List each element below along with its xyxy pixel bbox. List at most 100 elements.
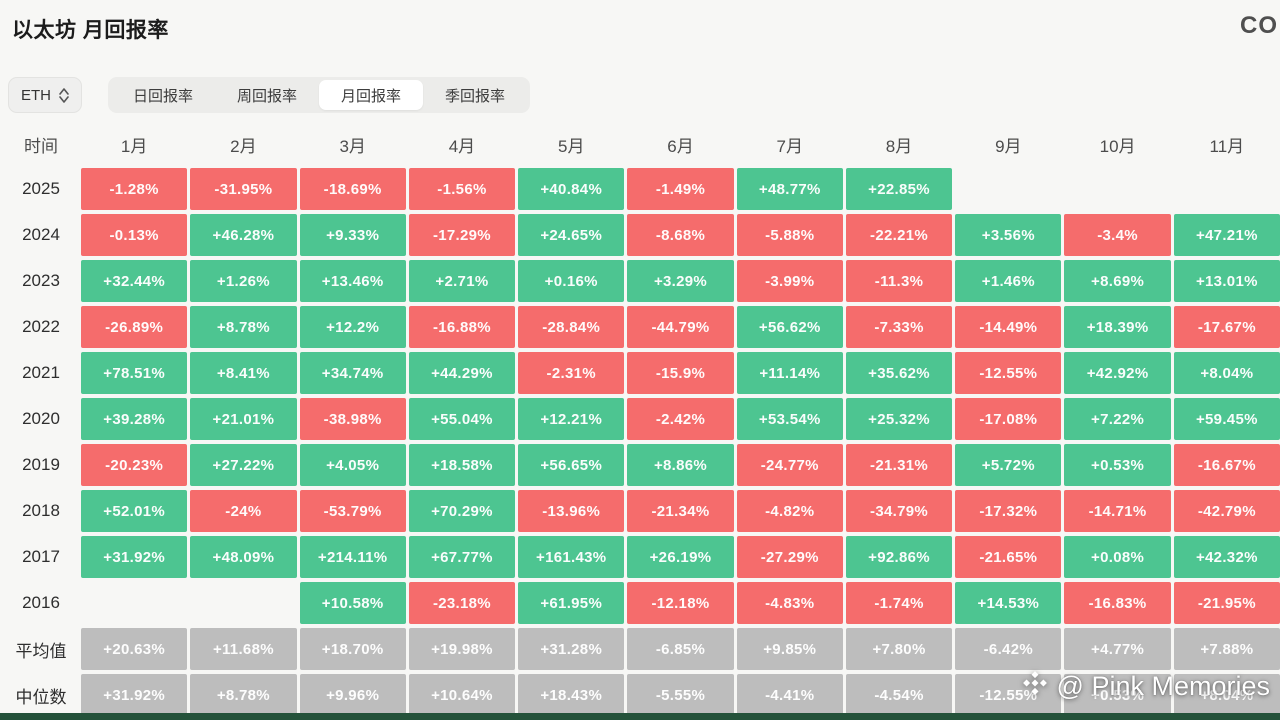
return-cell: +5.72% [955, 444, 1062, 486]
return-cell: +78.51% [81, 352, 188, 394]
return-cell: -6.42% [955, 628, 1062, 670]
return-cell: -7.33% [845, 306, 953, 348]
return-cell: +1.46% [955, 260, 1062, 302]
column-header-month-4: 4月 [448, 136, 476, 156]
tab-weekly-returns[interactable]: 周回报率 [215, 80, 319, 110]
return-cell: -15.9% [627, 352, 734, 394]
return-cell: -21.65% [955, 536, 1062, 578]
return-cell: +18.39% [1064, 306, 1171, 348]
return-cell: -42.79% [1173, 490, 1280, 532]
return-cell: +9.85% [736, 628, 843, 670]
return-cell: -1.74% [845, 582, 953, 624]
return-cell: -12.55% [955, 674, 1062, 716]
return-cell: +92.86% [845, 536, 953, 578]
page-title: 以太坊 月回报率 [12, 19, 169, 42]
return-cell: +39.28% [81, 398, 188, 440]
return-cell: -14.71% [1064, 490, 1171, 532]
return-cell: -22.21% [845, 214, 953, 256]
period-tabs: 日回报率 周回报率 月回报率 季回报率 [108, 77, 531, 113]
return-cell: +3.56% [955, 214, 1062, 256]
return-cell: +55.04% [408, 398, 516, 440]
row-label-中位数: 中位数 [15, 687, 67, 707]
return-cell: -34.79% [845, 490, 953, 532]
return-cell: +21.01% [190, 398, 297, 440]
return-cell: -24.77% [736, 444, 843, 486]
return-cell: +4.05% [299, 444, 406, 486]
return-cell: +18.70% [299, 628, 406, 670]
return-cell: +7.80% [845, 628, 953, 670]
return-cell: -23.18% [408, 582, 516, 624]
return-cell: +61.95% [518, 582, 625, 624]
return-cell: +42.92% [1064, 352, 1171, 394]
return-cell: +22.85% [845, 168, 953, 210]
return-cell: -4.82% [736, 490, 843, 532]
return-cell: +13.01% [1173, 260, 1280, 302]
return-cell: +7.22% [1064, 398, 1171, 440]
controls-bar: ETH 日回报率 周回报率 月回报率 季回报率 [8, 76, 1280, 114]
column-header-month-9: 9月 [995, 136, 1022, 156]
return-cell: -14.49% [955, 306, 1062, 348]
row-label-2020: 2020 [22, 409, 60, 428]
return-cell: -11.3% [845, 260, 953, 302]
return-cell: +70.29% [408, 490, 516, 532]
return-cell: +24.65% [518, 214, 625, 256]
return-cell: -1.28% [81, 168, 188, 210]
return-cell: +14.53% [955, 582, 1062, 624]
return-cell: -18.69% [299, 168, 406, 210]
column-header-month-5: 5月 [557, 136, 585, 156]
column-header-month-11: 11月 [1209, 136, 1245, 156]
chevron-updown-icon [59, 87, 69, 103]
return-cell: +35.62% [845, 352, 953, 394]
return-cell: -21.95% [1173, 582, 1280, 624]
return-cell: +47.21% [1173, 214, 1280, 256]
symbol-select[interactable]: ETH [8, 77, 82, 113]
column-header-month-2: 2月 [230, 136, 257, 156]
return-cell: +12.21% [518, 398, 625, 440]
return-cell: -4.54% [845, 674, 953, 716]
row-label-2021: 2021 [22, 363, 60, 382]
return-cell: +18.58% [408, 444, 516, 486]
return-cell: -17.29% [408, 214, 516, 256]
return-cell: -44.79% [627, 306, 734, 348]
return-cell: -3.99% [736, 260, 843, 302]
return-cell: +10.64% [408, 674, 516, 716]
row-label-2023: 2023 [22, 271, 60, 290]
row-label-平均值: 平均值 [15, 641, 67, 661]
return-cell: -6.85% [627, 628, 734, 670]
return-cell: +27.22% [190, 444, 297, 486]
column-header-month-3: 3月 [339, 136, 366, 156]
return-cell: -31.95% [190, 168, 297, 210]
return-cell: +8.78% [190, 306, 297, 348]
return-cell: +2.71% [408, 260, 516, 302]
row-label-2024: 2024 [22, 225, 60, 244]
return-cell: +10.58% [299, 582, 406, 624]
return-cell: -20.23% [81, 444, 188, 486]
return-cell: +67.77% [408, 536, 516, 578]
row-label-2017: 2017 [22, 547, 60, 566]
return-cell: +0.53% [1064, 444, 1171, 486]
return-cell: +56.62% [736, 306, 843, 348]
return-cell: -13.96% [518, 490, 625, 532]
return-cell: -4.83% [736, 582, 843, 624]
return-cell: +52.01% [81, 490, 188, 532]
return-cell: -4.41% [736, 674, 843, 716]
return-cell: +1.26% [190, 260, 297, 302]
tab-monthly-returns[interactable]: 月回报率 [319, 80, 424, 110]
top-bar: 以太坊 月回报率 CO [0, 0, 1280, 54]
tab-daily-returns[interactable]: 日回报率 [111, 80, 215, 110]
return-cell: +161.43% [518, 536, 625, 578]
return-cell: +9.96% [299, 674, 406, 716]
column-header-month-10: 10月 [1099, 136, 1136, 156]
column-header-month-7: 7月 [776, 136, 803, 156]
return-cell: -17.32% [955, 490, 1062, 532]
return-cell: -53.79% [299, 490, 406, 532]
row-label-2022: 2022 [22, 317, 60, 336]
return-cell: +53.54% [736, 398, 843, 440]
return-cell: +19.98% [408, 628, 516, 670]
return-cell: +44.29% [408, 352, 516, 394]
return-cell: +46.28% [190, 214, 297, 256]
return-cell: +32.44% [81, 260, 188, 302]
return-cell: +0.08% [1064, 536, 1171, 578]
tab-quarterly-returns[interactable]: 季回报率 [423, 80, 527, 110]
return-cell: -17.08% [955, 398, 1062, 440]
